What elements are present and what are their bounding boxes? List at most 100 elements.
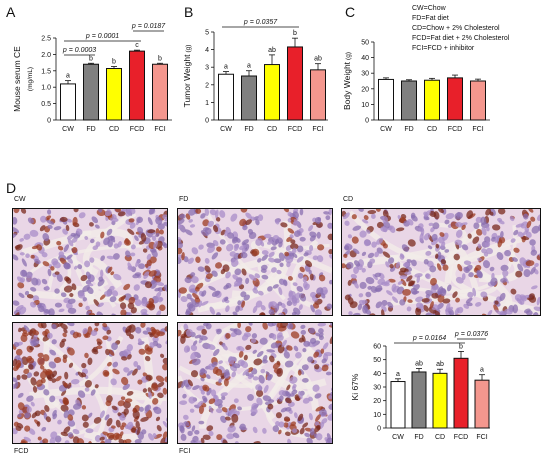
x-tick-label: CD <box>109 126 119 133</box>
nucleus <box>325 215 331 221</box>
ki67-positive-nucleus <box>147 229 156 234</box>
nucleus <box>302 347 307 353</box>
nucleus <box>362 219 369 224</box>
ki67-positive-nucleus <box>434 310 441 315</box>
nucleus <box>178 223 183 229</box>
ki67-positive-nucleus <box>195 256 201 263</box>
ki67-positive-nucleus <box>127 302 135 310</box>
nucleus <box>28 428 36 435</box>
nucleus <box>203 397 207 404</box>
nucleus <box>13 227 20 234</box>
nucleus <box>136 216 143 224</box>
nucleus <box>184 277 192 284</box>
nucleus <box>328 279 332 285</box>
ki67-positive-nucleus <box>107 266 113 273</box>
micro-label-fd: FD <box>179 196 189 203</box>
nucleus <box>67 298 76 305</box>
nucleus <box>24 290 30 296</box>
ki67-positive-nucleus <box>530 216 536 222</box>
ki67-positive-nucleus <box>144 281 153 289</box>
nucleus <box>326 437 332 443</box>
nucleus <box>41 426 47 432</box>
ki67-positive-nucleus <box>78 302 83 308</box>
y-tick-label: 2.5 <box>41 36 51 43</box>
ki67-positive-nucleus <box>205 273 213 280</box>
ki67-positive-nucleus <box>127 354 132 360</box>
ki67-positive-nucleus <box>529 293 535 299</box>
nucleus <box>155 291 162 299</box>
nucleus <box>418 226 424 232</box>
panel-letter-a: A <box>6 4 16 20</box>
nucleus <box>146 253 152 261</box>
ki67-positive-nucleus <box>148 297 155 305</box>
ki67-positive-nucleus <box>120 309 127 315</box>
nucleus <box>94 224 100 229</box>
nucleus <box>64 440 70 443</box>
nucleus <box>363 239 371 247</box>
ki67-positive-nucleus <box>144 347 153 355</box>
x-tick-label: CW <box>392 434 404 441</box>
ki67-positive-nucleus <box>301 334 306 343</box>
nucleus <box>291 247 297 254</box>
nucleus <box>190 344 198 352</box>
nucleus <box>259 337 268 345</box>
nucleus <box>125 209 132 217</box>
nucleus <box>226 243 234 252</box>
nucleus <box>303 252 309 257</box>
ki67-positive-nucleus <box>342 263 346 269</box>
ki67-positive-nucleus <box>178 287 188 294</box>
nucleus <box>47 268 52 277</box>
nucleus <box>155 232 160 238</box>
nucleus <box>130 252 136 257</box>
nucleus <box>432 222 440 230</box>
nucleus <box>261 274 269 280</box>
nucleus <box>66 263 71 270</box>
nucleus <box>317 323 327 327</box>
y-tick-label: 1.5 <box>41 68 51 75</box>
nucleus <box>293 219 298 225</box>
nucleus <box>344 245 350 251</box>
ki67-positive-nucleus <box>267 403 274 410</box>
ki67-positive-nucleus <box>351 236 359 244</box>
y-tick-label: 1 <box>205 100 209 107</box>
nucleus <box>529 239 536 246</box>
ki67-positive-nucleus <box>44 370 53 376</box>
nucleus <box>496 251 504 261</box>
nucleus <box>76 228 83 235</box>
nucleus <box>58 308 65 313</box>
nucleus <box>47 224 53 229</box>
ki67-positive-nucleus <box>429 210 437 218</box>
ki67-positive-nucleus <box>363 215 369 220</box>
nucleus <box>352 248 360 254</box>
ki67-positive-nucleus <box>67 347 75 356</box>
nucleus <box>358 293 364 298</box>
significance-letter: b <box>158 55 162 62</box>
nucleus <box>184 421 190 427</box>
ki67-positive-nucleus <box>201 328 207 335</box>
ki67-positive-nucleus <box>290 239 296 244</box>
ki67-positive-nucleus <box>142 388 148 393</box>
ki67-positive-nucleus <box>93 417 102 424</box>
nucleus <box>278 395 284 402</box>
ki67-positive-nucleus <box>57 323 64 328</box>
nucleus <box>275 238 280 245</box>
nucleus <box>130 244 136 250</box>
ki67-positive-nucleus <box>132 408 137 413</box>
nucleus <box>57 419 62 425</box>
nucleus <box>326 303 332 310</box>
nucleus <box>298 304 303 310</box>
ki67-positive-nucleus <box>110 271 115 276</box>
nucleus <box>234 441 239 443</box>
y-tick-label: 10 <box>361 102 369 109</box>
ki67-positive-nucleus <box>400 278 407 287</box>
nucleus <box>109 285 115 292</box>
ki67-positive-nucleus <box>252 248 260 256</box>
ki67-positive-nucleus <box>59 340 65 348</box>
nucleus <box>233 398 239 404</box>
ki67-positive-nucleus <box>145 374 153 381</box>
ki67-positive-nucleus <box>375 209 381 212</box>
ki67-positive-nucleus <box>111 425 116 429</box>
nucleus <box>308 269 312 275</box>
ki67-positive-nucleus <box>39 225 46 232</box>
